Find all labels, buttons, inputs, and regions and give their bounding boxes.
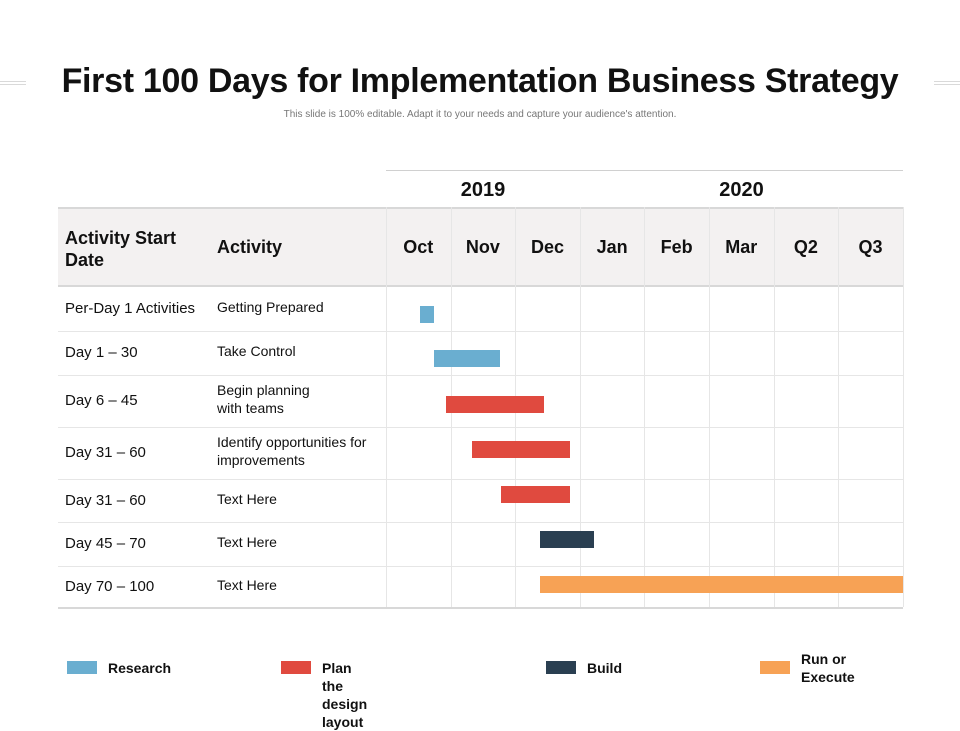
month-header-nov: Nov [465,237,500,257]
grid-column-line [838,207,839,607]
row-start-date: Day 45 – 70 [65,535,146,552]
column-header-start-date: Activity Start Date [65,228,177,270]
gantt-bar-research [419,306,435,323]
gantt-bar-plan [446,396,545,413]
grid-column-line [580,207,581,607]
gantt-bar-build [539,531,594,548]
legend-swatch [546,661,576,674]
legend-label: Plan the design layout [322,660,368,730]
grid-row-line [58,375,903,376]
grid-row-line [58,566,903,567]
grid-row-line [58,331,903,332]
grid-row-line [58,522,903,523]
grid-column-line [644,207,645,607]
grid-column-line [903,207,904,607]
row-activity: Text Here [217,490,277,507]
table-header: Activity Start Date Activity Oct Nov Dec Ja… [58,207,903,287]
row-activity: Text Here [217,534,277,550]
table-bottom-rule [58,607,903,609]
title-area: First 100 Days for Implementation Busine… [0,62,960,106]
gantt-bar-execute [539,576,903,593]
legend-swatch [281,661,311,674]
month-header-dec: Dec [530,237,564,257]
row-activity: Begin planning with teams [217,382,310,416]
row-start-date: Day 1 – 30 [65,344,138,361]
month-header-mar: Mar [725,237,758,257]
year-2020: 2020 [719,179,764,201]
row-activity: Take Control [217,343,296,359]
row-start-date: Day 31 – 60 [65,444,146,461]
row-activity: Text Here [217,576,277,593]
title-rule-left [0,81,26,85]
row-start-date: Per-Day 1 Activities [65,300,196,317]
grid-row-line [58,479,903,480]
page-title: First 100 Days for Implementation Busine… [61,62,899,100]
row-start-date: Day 31 – 60 [65,491,146,509]
month-header-q2: Q2 [793,237,818,257]
grid-column-line [386,207,387,607]
legend-label: Build [587,660,622,676]
row-activity: Getting Prepared [217,299,324,315]
column-header-activity: Activity [217,237,283,257]
row-start-date: Day 70 – 100 [65,577,155,595]
grid-column-line [709,207,710,607]
month-header-q3: Q3 [858,237,883,257]
legend-swatch [760,661,790,674]
row-activity: Identify opportunities for improvements [217,434,367,468]
month-header-oct: Oct [403,237,434,257]
gantt-bar-research [434,350,501,367]
gantt-bar-plan [500,486,571,503]
legend-swatch [67,661,97,674]
month-header-feb: Feb [660,237,693,257]
title-rule-right [934,81,960,85]
month-header-jan: Jan [596,237,628,257]
gantt-bar-plan [471,441,571,458]
year-header: 2019 2020 [386,170,903,208]
grid-row-line [58,427,903,428]
year-2019: 2019 [460,179,506,201]
row-start-date: Day 6 – 45 [65,392,138,409]
legend-label: Research [108,660,172,676]
grid-column-line [774,207,775,607]
page-subtitle: This slide is 100% editable. Adapt it to… [283,109,677,120]
legend-label: Run or Execute [801,651,855,685]
